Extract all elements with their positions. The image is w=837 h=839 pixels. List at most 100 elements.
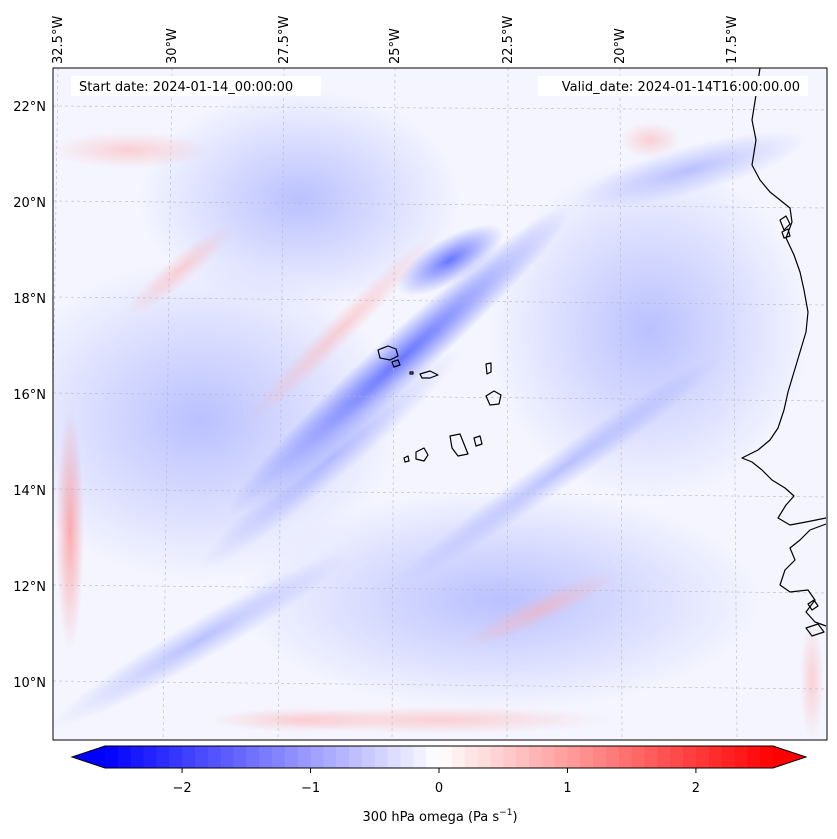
colorbar-segment [117, 746, 132, 768]
latitude-label: 22°N [13, 100, 46, 115]
meridian-gridline [619, 68, 623, 740]
field-band [573, 131, 807, 209]
colorbar-segment [310, 746, 324, 768]
colorbar-extend-max [773, 746, 806, 768]
latitude-label: 16°N [13, 388, 46, 403]
island-brava [403, 455, 410, 463]
colorbar-segment [233, 746, 247, 768]
colorbar-segment [721, 746, 736, 768]
island-sao-nicolau [419, 370, 439, 379]
omega-field [53, 90, 824, 740]
latitude-labels: 22°N 20°N 18°N 16°N 14°N 12°N 10°N [13, 100, 46, 691]
field-band [620, 122, 680, 158]
colorbar-segment [747, 746, 761, 768]
colorbar-segment [695, 746, 710, 768]
valid-date-label: Valid_date: 2024-01-14T16:00:00.00 [562, 80, 800, 95]
colorbar-segment [361, 746, 376, 768]
africa-coastline [779, 523, 827, 627]
longitude-labels: 32.5°W 30°W 27.5°W 25°W 22.5°W 20°W 17.5°W [51, 16, 740, 64]
colorbar-tick-label: −2 [172, 781, 191, 796]
map-panel: Start date: 2024-01-14_00:00:00 Valid_da… [52, 67, 828, 741]
colorbar-segment [451, 746, 466, 768]
coastal-island [779, 215, 791, 231]
colorbar-segment [284, 746, 299, 768]
colorbar-segment [143, 746, 157, 768]
colorbar-extend-min [72, 746, 105, 768]
colorbar-segment [554, 746, 569, 768]
colorbar-segment [631, 746, 646, 768]
colorbar-tick-label: 2 [692, 781, 700, 796]
colorbar-ticks: −2 −1 0 1 2 [172, 768, 700, 796]
colorbar-segment [567, 746, 581, 768]
start-date-label: Start date: 2024-01-14_00:00:00 [79, 80, 293, 95]
field-band [53, 132, 210, 168]
field-band [395, 354, 725, 586]
colorbar-tick-label: 0 [435, 781, 443, 796]
colorbar-segment [516, 746, 530, 768]
island-sao-vicente [391, 359, 401, 368]
colorbar-segment [297, 746, 312, 768]
field-band [228, 204, 572, 516]
colorbar-segment [657, 746, 671, 768]
field-band [53, 553, 348, 727]
colorbar-segment [439, 746, 453, 768]
latitude-label: 18°N [13, 292, 46, 307]
island-santiago [449, 433, 469, 457]
longitude-label: 20°W [613, 28, 628, 64]
colorbar-segment [734, 746, 748, 768]
colorbar-segment [272, 746, 286, 768]
colorbar-segment [618, 746, 633, 768]
colorbar-segment [246, 746, 260, 768]
colorbar-segment [156, 746, 170, 768]
colorbar-segment [683, 746, 697, 768]
longitude-label: 22.5°W [501, 16, 516, 64]
colorbar-segment [477, 746, 491, 768]
colorbar-label: 300 hPa omega (Pa s−1) [362, 808, 517, 825]
meridian-gridline [731, 68, 738, 740]
colorbar-segment [387, 746, 402, 768]
coastlines [377, 68, 827, 637]
start-date-box [71, 76, 321, 96]
colorbar-segment [349, 746, 363, 768]
colorbar-segment [490, 746, 504, 768]
latitude-label: 10°N [13, 676, 46, 691]
field-band [210, 708, 390, 732]
colorbar-segment [374, 746, 389, 768]
colorbar-segment [105, 746, 119, 768]
colorbar-segment [606, 746, 620, 768]
colorbar-segment [194, 746, 209, 768]
colorbar-segments [72, 746, 806, 768]
coastal-island [807, 599, 819, 611]
longitude-label: 27.5°W [277, 16, 292, 64]
colorbar-segment [220, 746, 235, 768]
colorbar-segment [708, 746, 723, 768]
field-blob [490, 160, 810, 500]
colorbar-segment [413, 746, 427, 768]
island-sal [485, 362, 492, 375]
map-frame [52, 67, 828, 741]
field-blob [140, 90, 460, 310]
field-blob [240, 490, 760, 710]
colorbar-segment [644, 746, 658, 768]
meridian-gridline [506, 68, 509, 740]
colorbar-segment [336, 746, 350, 768]
africa-coastline [741, 68, 827, 526]
colorbar-tick-label: 1 [563, 781, 571, 796]
colorbar-segment [323, 746, 337, 768]
latitude-label: 20°N [13, 196, 46, 211]
island-fogo [415, 447, 429, 462]
valid-date-box [538, 76, 808, 96]
island-santa-luzia [409, 371, 414, 375]
meridian-gridline [162, 68, 173, 740]
field-band [396, 224, 504, 296]
colorbar-segment [541, 746, 556, 768]
meridian-gridline [391, 68, 396, 740]
longitude-label: 25°W [388, 28, 403, 64]
longitude-label: 17.5°W [725, 16, 740, 64]
colorbar-segment [182, 746, 196, 768]
colorbar-segment [207, 746, 222, 768]
colorbar-segment [400, 746, 414, 768]
colorbar-segment [593, 746, 607, 768]
latitude-label: 14°N [13, 484, 46, 499]
field-band [458, 569, 622, 651]
